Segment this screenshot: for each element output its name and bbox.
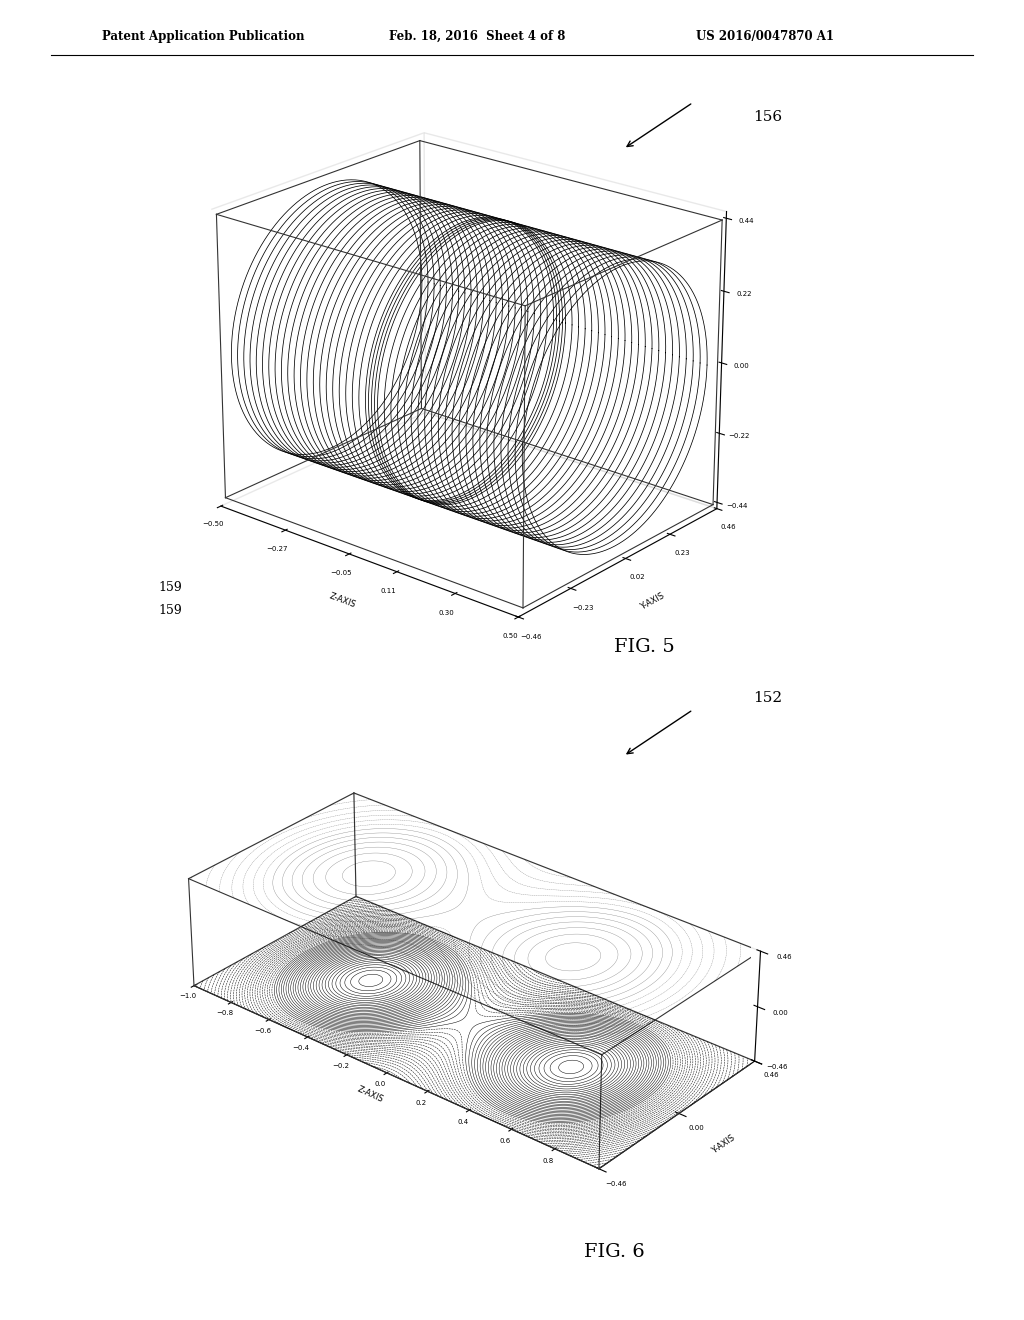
Text: FIG. 5: FIG. 5 — [614, 638, 675, 656]
Text: Patent Application Publication: Patent Application Publication — [102, 29, 305, 42]
Y-axis label: Y-AXIS: Y-AXIS — [639, 591, 667, 612]
X-axis label: Z-AXIS: Z-AXIS — [328, 591, 357, 610]
X-axis label: Z-AXIS: Z-AXIS — [355, 1085, 384, 1104]
Text: Feb. 18, 2016  Sheet 4 of 8: Feb. 18, 2016 Sheet 4 of 8 — [389, 29, 565, 42]
Text: FIG. 6: FIG. 6 — [584, 1242, 644, 1261]
Text: 152: 152 — [753, 692, 781, 705]
Text: 159: 159 — [159, 581, 182, 594]
Text: 156: 156 — [753, 111, 781, 124]
Y-axis label: Y-AXIS: Y-AXIS — [710, 1133, 736, 1155]
Text: 159: 159 — [159, 603, 182, 616]
Text: US 2016/0047870 A1: US 2016/0047870 A1 — [696, 29, 835, 42]
